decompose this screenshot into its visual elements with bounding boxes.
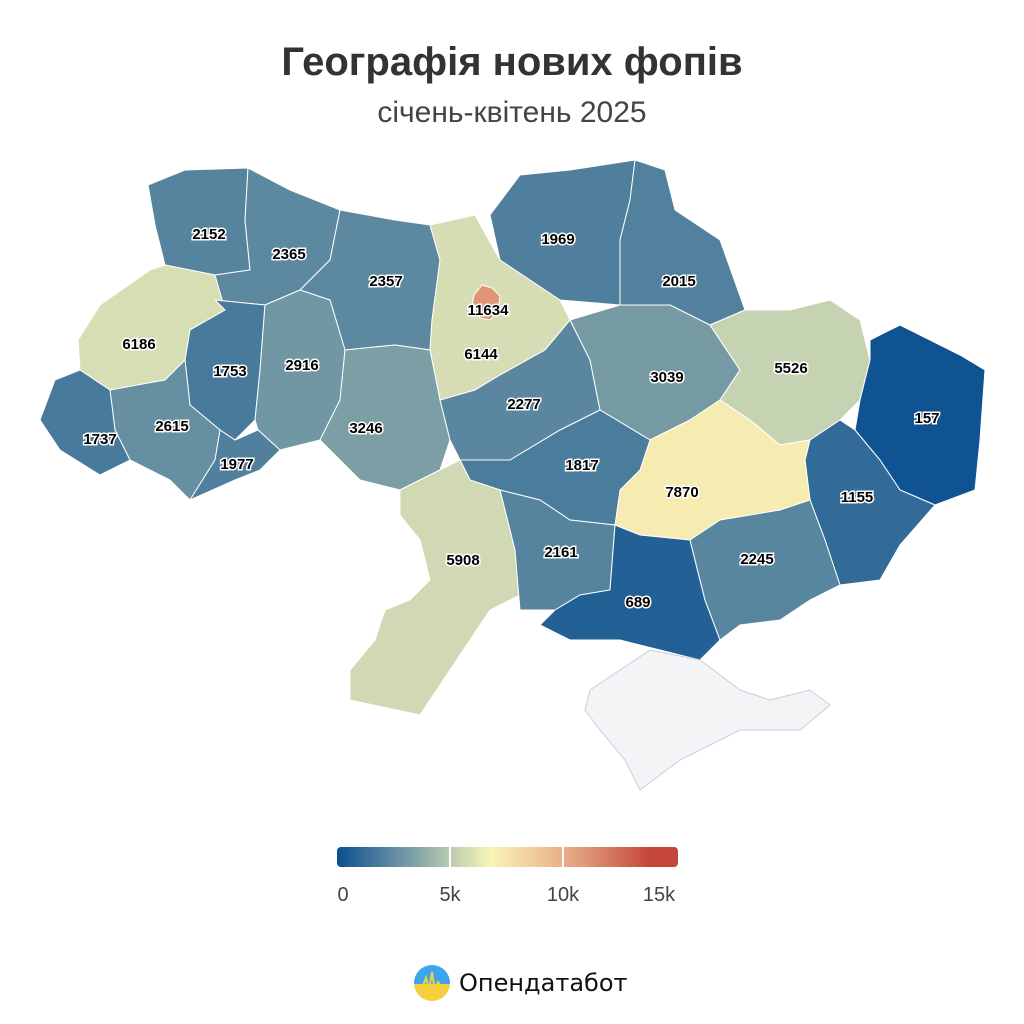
region-value-label-vinnytsia: 3246 bbox=[349, 420, 382, 437]
brand-logo: Опендатабот bbox=[413, 964, 628, 1002]
region-zaporizhzhia[interactable] bbox=[689, 499, 841, 641]
legend-divider bbox=[562, 847, 564, 867]
region-value-label-zaporizhzhia: 2245 bbox=[740, 551, 773, 568]
region-value-label-kherson: 689 bbox=[625, 594, 650, 611]
region-kyiv-city[interactable] bbox=[471, 284, 501, 321]
region-value-label-sumy: 2015 bbox=[662, 273, 695, 290]
region-value-label-chernihiv: 1969 bbox=[541, 231, 574, 248]
region-value-label-volyn: 2152 bbox=[192, 226, 225, 243]
region-chernivtsi[interactable] bbox=[188, 429, 281, 502]
opendatabot-logo-icon bbox=[414, 965, 450, 1001]
region-value-label-kyiv-city: 11634 bbox=[468, 302, 510, 319]
region-value-label-zhytomyr: 2357 bbox=[369, 273, 402, 290]
region-value-label-luhansk: 157 bbox=[914, 410, 939, 427]
region-sumy[interactable] bbox=[619, 159, 746, 326]
region-value-label-kirovohrad: 1817 bbox=[565, 457, 598, 474]
region-value-label-poltava: 3039 bbox=[650, 369, 683, 386]
legend-tick-label: 15k bbox=[642, 884, 676, 906]
legend-tick-label: 0 bbox=[337, 884, 349, 906]
region-value-label-kyiv-oblast: 6144 bbox=[464, 346, 498, 363]
map-subtitle: січень-квітень 2025 bbox=[377, 96, 647, 129]
region-volyn[interactable] bbox=[147, 167, 251, 276]
legend-divider bbox=[449, 847, 451, 867]
legend-tick-label: 5k bbox=[439, 884, 461, 906]
map-title: Географія нових фопів bbox=[281, 40, 743, 84]
region-value-label-donetsk: 1155 bbox=[841, 489, 874, 506]
region-value-label-ivano-frankivsk: 2615 bbox=[155, 418, 188, 435]
region-value-label-dnipropetrovsk: 7870 bbox=[665, 484, 698, 501]
legend-tick-label: 10k bbox=[546, 884, 580, 906]
region-value-label-mykolaiv: 2161 bbox=[544, 544, 577, 561]
region-value-label-lviv: 6186 bbox=[122, 336, 155, 353]
region-value-label-cherkasy: 2277 bbox=[507, 396, 540, 413]
region-value-label-khmelnytskyi: 2916 bbox=[285, 357, 318, 374]
brand-name: Опендатабот bbox=[459, 969, 628, 997]
region-value-label-zakarpattia: 1737 bbox=[83, 431, 116, 448]
region-value-label-kharkiv: 5526 bbox=[774, 360, 807, 377]
region-odesa[interactable] bbox=[349, 459, 521, 716]
region-value-label-odesa: 5908 bbox=[446, 552, 479, 569]
region-value-label-ternopil: 1753 bbox=[213, 363, 246, 380]
region-value-label-chernivtsi: 1977 bbox=[220, 456, 253, 473]
region-crimea[interactable] bbox=[584, 649, 831, 791]
region-value-label-rivne: 2365 bbox=[272, 246, 305, 263]
color-scale-legend bbox=[337, 847, 678, 867]
region-zakarpattia[interactable] bbox=[39, 369, 131, 476]
